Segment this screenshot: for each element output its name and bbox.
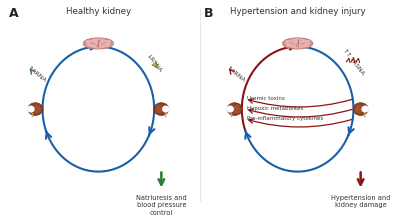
Text: Healthy kidney: Healthy kidney	[66, 7, 131, 16]
Text: ↓RSNA: ↓RSNA	[144, 53, 162, 74]
Ellipse shape	[101, 43, 112, 48]
Text: ↑ARNA: ↑ARNA	[226, 65, 246, 83]
Ellipse shape	[156, 105, 164, 113]
Ellipse shape	[284, 43, 295, 48]
Ellipse shape	[154, 103, 169, 115]
Ellipse shape	[101, 39, 112, 44]
Text: Hypertension and
kidney damage: Hypertension and kidney damage	[331, 194, 390, 208]
Ellipse shape	[232, 105, 240, 113]
Ellipse shape	[284, 41, 295, 46]
Ellipse shape	[301, 43, 311, 48]
Ellipse shape	[282, 38, 313, 49]
Ellipse shape	[284, 39, 295, 44]
Text: Uremic toxins: Uremic toxins	[248, 96, 285, 101]
Ellipse shape	[355, 105, 363, 113]
Text: Hypertension and kidney injury: Hypertension and kidney injury	[230, 7, 366, 16]
Ellipse shape	[27, 106, 35, 113]
Text: Pro-inflammatory cytokines: Pro-inflammatory cytokines	[248, 116, 324, 121]
Ellipse shape	[83, 38, 114, 49]
Ellipse shape	[86, 39, 110, 48]
Ellipse shape	[162, 106, 170, 113]
Ellipse shape	[353, 103, 368, 115]
Text: ↑↑↑RSNA: ↑↑↑RSNA	[340, 49, 365, 78]
Ellipse shape	[85, 43, 95, 48]
Ellipse shape	[85, 41, 95, 46]
Ellipse shape	[33, 105, 41, 113]
Ellipse shape	[28, 103, 43, 115]
Ellipse shape	[226, 106, 234, 113]
Text: Hypoxic metabolites: Hypoxic metabolites	[248, 106, 304, 111]
Ellipse shape	[85, 39, 95, 44]
Ellipse shape	[361, 106, 369, 113]
Text: A: A	[9, 7, 18, 20]
Ellipse shape	[301, 39, 311, 44]
Ellipse shape	[301, 41, 311, 46]
Text: B: B	[204, 7, 214, 20]
Text: ↑ARNA: ↑ARNA	[26, 65, 47, 83]
Ellipse shape	[227, 103, 242, 115]
Ellipse shape	[101, 41, 112, 46]
Ellipse shape	[286, 39, 310, 48]
Text: Natriuresis and
blood pressure
control: Natriuresis and blood pressure control	[136, 194, 187, 215]
